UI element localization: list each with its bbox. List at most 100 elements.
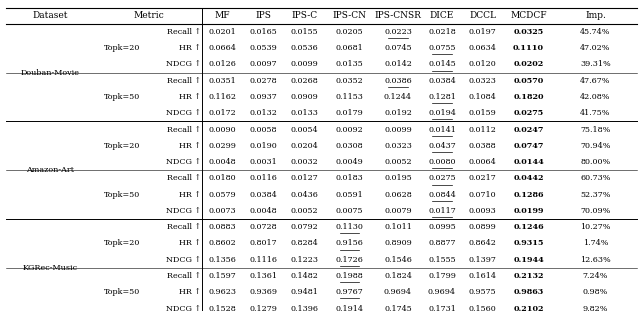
Text: 47.02%: 47.02%	[580, 44, 611, 52]
Text: 0.0755: 0.0755	[428, 44, 456, 52]
Text: NDCG ↑: NDCG ↑	[166, 158, 201, 166]
Text: 0.1745: 0.1745	[384, 305, 412, 313]
Text: 0.1396: 0.1396	[291, 305, 319, 313]
Text: 0.1011: 0.1011	[384, 223, 412, 231]
Text: 0.0116: 0.0116	[250, 174, 277, 182]
Text: 0.0117: 0.0117	[428, 207, 456, 215]
Text: Amazon-Art: Amazon-Art	[26, 166, 74, 174]
Text: 0.0909: 0.0909	[291, 93, 318, 101]
Text: 0.0664: 0.0664	[209, 44, 236, 52]
Text: 0.0132: 0.0132	[250, 109, 277, 117]
Text: 0.1361: 0.1361	[250, 272, 278, 280]
Text: 0.0195: 0.0195	[384, 174, 412, 182]
Text: 0.0092: 0.0092	[335, 126, 364, 134]
Text: 0.1799: 0.1799	[428, 272, 456, 280]
Text: 0.0126: 0.0126	[209, 60, 236, 69]
Text: HR ↑: HR ↑	[179, 142, 201, 150]
Text: 41.75%: 41.75%	[580, 109, 611, 117]
Text: 0.0218: 0.0218	[428, 28, 456, 36]
Text: 0.1731: 0.1731	[428, 305, 456, 313]
Text: Topk=50: Topk=50	[104, 93, 141, 101]
Text: IPS: IPS	[255, 11, 271, 20]
Text: 0.0183: 0.0183	[335, 174, 364, 182]
Text: 0.0201: 0.0201	[209, 28, 236, 36]
Text: 0.9694: 0.9694	[428, 288, 456, 296]
Text: MF: MF	[214, 11, 230, 20]
Text: 0.1555: 0.1555	[428, 256, 456, 264]
Text: 0.1286: 0.1286	[513, 191, 544, 199]
Text: 0.1130: 0.1130	[335, 223, 364, 231]
Text: 80.00%: 80.00%	[580, 158, 611, 166]
Text: Imp.: Imp.	[585, 11, 606, 20]
Text: 0.0204: 0.0204	[291, 142, 318, 150]
Text: 0.0120: 0.0120	[468, 60, 497, 69]
Text: 0.9315: 0.9315	[513, 239, 544, 248]
Text: 0.0172: 0.0172	[209, 109, 236, 117]
Text: 0.1820: 0.1820	[513, 93, 544, 101]
Text: 0.1281: 0.1281	[428, 93, 456, 101]
Text: Recall ↑: Recall ↑	[167, 174, 201, 182]
Text: 0.2102: 0.2102	[513, 305, 544, 313]
Text: 0.0127: 0.0127	[291, 174, 318, 182]
Text: Recall ↑: Recall ↑	[167, 272, 201, 280]
Text: 0.0388: 0.0388	[468, 142, 496, 150]
Text: 0.0570: 0.0570	[513, 77, 543, 85]
Text: 0.0165: 0.0165	[250, 28, 277, 36]
Text: 0.0384: 0.0384	[250, 191, 277, 199]
Text: 0.1614: 0.1614	[468, 272, 497, 280]
Text: 0.0937: 0.0937	[250, 93, 277, 101]
Text: Metric: Metric	[133, 11, 164, 20]
Text: 0.1546: 0.1546	[384, 256, 412, 264]
Text: 0.1223: 0.1223	[291, 256, 319, 264]
Text: 10.27%: 10.27%	[580, 223, 611, 231]
Text: 0.1110: 0.1110	[513, 44, 544, 52]
Text: 0.0323: 0.0323	[384, 142, 412, 150]
Text: 0.8642: 0.8642	[468, 239, 497, 248]
Text: 0.1560: 0.1560	[468, 305, 497, 313]
Text: 0.0048: 0.0048	[209, 158, 236, 166]
Text: 0.0090: 0.0090	[209, 126, 236, 134]
Text: 45.74%: 45.74%	[580, 28, 611, 36]
Text: 75.18%: 75.18%	[580, 126, 611, 134]
Text: 1.74%: 1.74%	[583, 239, 608, 248]
Text: 0.0145: 0.0145	[428, 60, 456, 69]
Text: 0.9156: 0.9156	[335, 239, 364, 248]
Text: NDCG ↑: NDCG ↑	[166, 109, 201, 117]
Text: 0.1162: 0.1162	[209, 93, 237, 101]
Text: 0.0591: 0.0591	[335, 191, 364, 199]
Text: KGRec-Music: KGRec-Music	[23, 264, 78, 272]
Text: 0.1482: 0.1482	[291, 272, 319, 280]
Text: 0.1153: 0.1153	[335, 93, 364, 101]
Text: 60.73%: 60.73%	[580, 174, 611, 182]
Text: 0.0899: 0.0899	[468, 223, 497, 231]
Text: 0.1528: 0.1528	[209, 305, 236, 313]
Text: 0.0352: 0.0352	[335, 77, 364, 85]
Text: 0.8284: 0.8284	[291, 239, 318, 248]
Text: 39.31%: 39.31%	[580, 60, 611, 69]
Text: 0.0325: 0.0325	[513, 28, 543, 36]
Text: 0.0323: 0.0323	[468, 77, 497, 85]
Text: IPS-CNSR: IPS-CNSR	[374, 11, 421, 20]
Text: 70.09%: 70.09%	[580, 207, 611, 215]
Text: 0.0048: 0.0048	[250, 207, 277, 215]
Text: 0.0180: 0.0180	[209, 174, 236, 182]
Text: 0.0275: 0.0275	[428, 174, 456, 182]
Text: 0.0133: 0.0133	[291, 109, 319, 117]
Text: 0.0144: 0.0144	[513, 158, 544, 166]
Text: 0.0049: 0.0049	[335, 158, 364, 166]
Text: 42.08%: 42.08%	[580, 93, 611, 101]
Text: 0.9369: 0.9369	[250, 288, 278, 296]
Text: 0.0155: 0.0155	[291, 28, 318, 36]
Text: 0.0217: 0.0217	[468, 174, 497, 182]
Text: Recall ↑: Recall ↑	[167, 77, 201, 85]
Text: NDCG ↑: NDCG ↑	[166, 256, 201, 264]
Text: 0.0135: 0.0135	[335, 60, 364, 69]
Text: 0.0099: 0.0099	[291, 60, 318, 69]
Text: 47.67%: 47.67%	[580, 77, 611, 85]
Text: Topk=50: Topk=50	[104, 191, 141, 199]
Text: Recall ↑: Recall ↑	[167, 28, 201, 36]
Text: 0.0192: 0.0192	[384, 109, 412, 117]
Text: Douban-Movie: Douban-Movie	[21, 69, 80, 77]
Text: 70.94%: 70.94%	[580, 142, 611, 150]
Text: NDCG ↑: NDCG ↑	[166, 207, 201, 215]
